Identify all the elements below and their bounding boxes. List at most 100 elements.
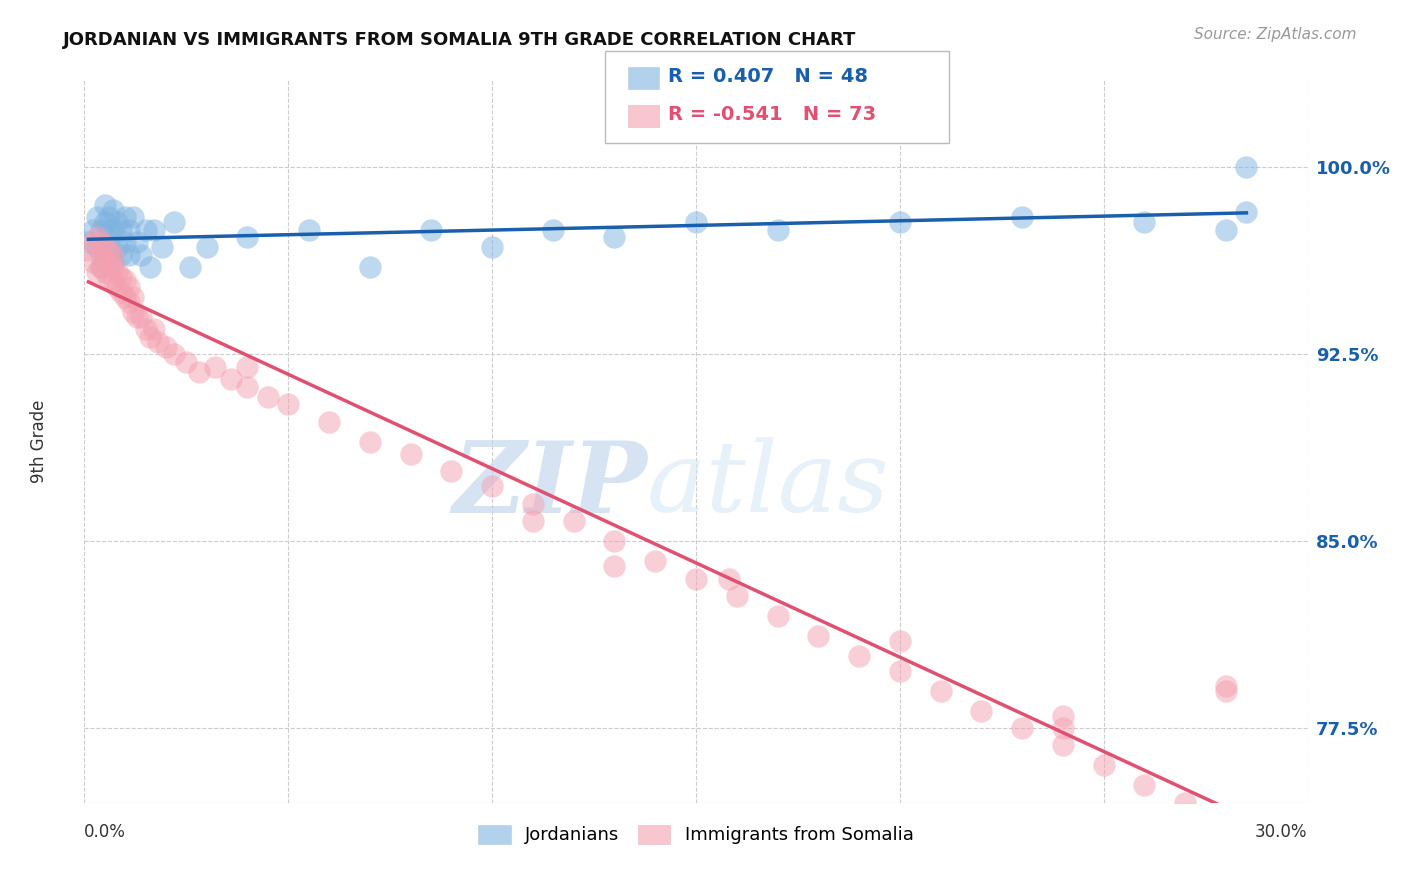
Point <box>155 340 177 354</box>
Point <box>127 310 149 324</box>
Point <box>131 310 153 324</box>
Point <box>318 415 340 429</box>
Point <box>127 235 149 250</box>
Point <box>97 255 120 269</box>
Point <box>1092 758 1115 772</box>
Point <box>195 240 218 254</box>
Text: 0.0%: 0.0% <box>84 822 127 841</box>
Point <box>118 295 141 310</box>
Point <box>889 664 911 678</box>
Point <box>807 629 830 643</box>
Point <box>93 265 115 279</box>
Point <box>481 240 503 254</box>
Point <box>848 648 870 663</box>
Point <box>110 223 132 237</box>
Point <box>1052 721 1074 735</box>
Point <box>138 260 160 274</box>
Point <box>101 272 124 286</box>
Point <box>1052 708 1074 723</box>
Point <box>97 223 120 237</box>
Point <box>603 534 626 549</box>
Point <box>114 290 136 304</box>
Point <box>1236 161 1258 175</box>
Point <box>522 514 544 528</box>
Point <box>522 497 544 511</box>
Point <box>105 240 128 254</box>
Point <box>86 265 108 279</box>
Point <box>97 272 120 286</box>
Text: R = 0.407   N = 48: R = 0.407 N = 48 <box>668 67 868 87</box>
Point <box>929 683 952 698</box>
Point <box>685 572 707 586</box>
Point <box>1215 223 1237 237</box>
Point <box>93 198 115 212</box>
Point <box>970 704 993 718</box>
Point <box>187 365 209 379</box>
Point <box>1215 679 1237 693</box>
Point <box>90 260 112 274</box>
Point <box>86 240 108 254</box>
Text: 30.0%: 30.0% <box>1256 822 1308 841</box>
Text: ZIP: ZIP <box>453 437 647 533</box>
Point <box>131 248 153 262</box>
Point <box>105 215 128 229</box>
Point <box>142 322 165 336</box>
Point <box>685 215 707 229</box>
Point <box>1133 215 1156 229</box>
Point <box>725 589 748 603</box>
Point <box>1174 796 1197 810</box>
Text: R = -0.541   N = 73: R = -0.541 N = 73 <box>668 105 876 124</box>
Point <box>86 230 108 244</box>
Point <box>122 290 145 304</box>
Point <box>1215 683 1237 698</box>
Text: Source: ZipAtlas.com: Source: ZipAtlas.com <box>1194 27 1357 42</box>
Point <box>219 372 242 386</box>
Point <box>150 240 173 254</box>
Point <box>1011 721 1033 735</box>
Point <box>420 223 443 237</box>
Point <box>562 514 585 528</box>
Point <box>889 215 911 229</box>
Point <box>118 280 141 294</box>
Point <box>236 380 259 394</box>
Point <box>86 211 108 225</box>
Point <box>101 255 124 269</box>
Point <box>277 397 299 411</box>
Point <box>82 255 104 269</box>
Point <box>114 272 136 286</box>
Point <box>114 211 136 225</box>
Point <box>101 223 124 237</box>
Point <box>163 347 186 361</box>
Point <box>298 223 321 237</box>
Point <box>77 235 100 250</box>
Point <box>1236 205 1258 219</box>
Point <box>257 390 280 404</box>
Point <box>142 223 165 237</box>
Point <box>236 359 259 374</box>
Point <box>603 230 626 244</box>
Point <box>179 260 201 274</box>
Point <box>101 202 124 217</box>
Point <box>93 240 115 254</box>
Point <box>77 243 100 257</box>
Point <box>93 248 115 262</box>
Point <box>101 260 124 274</box>
Point <box>105 265 128 279</box>
Point <box>163 215 186 229</box>
Point <box>122 211 145 225</box>
Point <box>644 554 666 568</box>
Point <box>97 245 120 260</box>
Legend: Jordanians, Immigrants from Somalia: Jordanians, Immigrants from Somalia <box>478 825 914 845</box>
Point <box>1052 739 1074 753</box>
Text: JORDANIAN VS IMMIGRANTS FROM SOMALIA 9TH GRADE CORRELATION CHART: JORDANIAN VS IMMIGRANTS FROM SOMALIA 9TH… <box>63 31 856 49</box>
Point <box>440 465 463 479</box>
Point <box>717 572 740 586</box>
Point <box>90 235 112 250</box>
Point <box>118 248 141 262</box>
Point <box>82 223 104 237</box>
Text: 9th Grade: 9th Grade <box>30 400 48 483</box>
Point <box>399 447 422 461</box>
Point <box>105 280 128 294</box>
Point <box>93 252 115 267</box>
Point <box>603 559 626 574</box>
